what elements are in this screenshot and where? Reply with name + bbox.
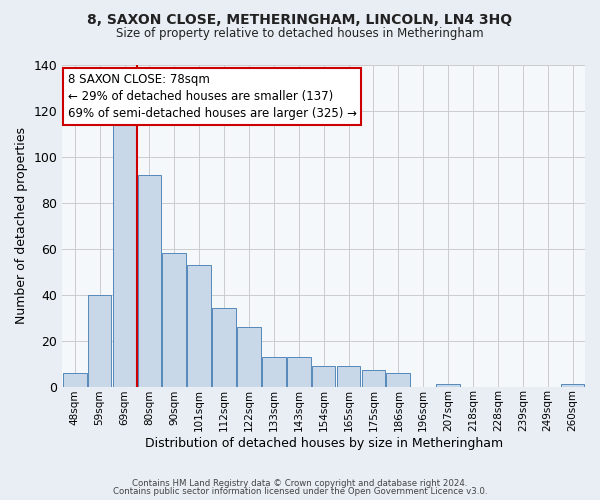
Bar	[212, 308, 236, 386]
Text: Size of property relative to detached houses in Metheringham: Size of property relative to detached ho…	[116, 28, 484, 40]
Bar	[337, 366, 361, 386]
Bar	[88, 294, 112, 386]
Text: 8 SAXON CLOSE: 78sqm
← 29% of detached houses are smaller (137)
69% of semi-deta: 8 SAXON CLOSE: 78sqm ← 29% of detached h…	[68, 73, 356, 120]
Text: Contains HM Land Registry data © Crown copyright and database right 2024.: Contains HM Land Registry data © Crown c…	[132, 478, 468, 488]
Bar	[63, 373, 86, 386]
Bar	[386, 373, 410, 386]
Bar	[187, 265, 211, 386]
Bar	[262, 356, 286, 386]
Bar	[436, 384, 460, 386]
Bar	[163, 254, 186, 386]
Bar	[312, 366, 335, 386]
Text: Contains public sector information licensed under the Open Government Licence v3: Contains public sector information licen…	[113, 487, 487, 496]
Text: 8, SAXON CLOSE, METHERINGHAM, LINCOLN, LN4 3HQ: 8, SAXON CLOSE, METHERINGHAM, LINCOLN, L…	[88, 12, 512, 26]
Bar	[362, 370, 385, 386]
Bar	[137, 175, 161, 386]
Bar	[113, 122, 136, 386]
Bar	[287, 356, 311, 386]
Bar	[561, 384, 584, 386]
X-axis label: Distribution of detached houses by size in Metheringham: Distribution of detached houses by size …	[145, 437, 503, 450]
Y-axis label: Number of detached properties: Number of detached properties	[15, 128, 28, 324]
Bar	[237, 327, 261, 386]
